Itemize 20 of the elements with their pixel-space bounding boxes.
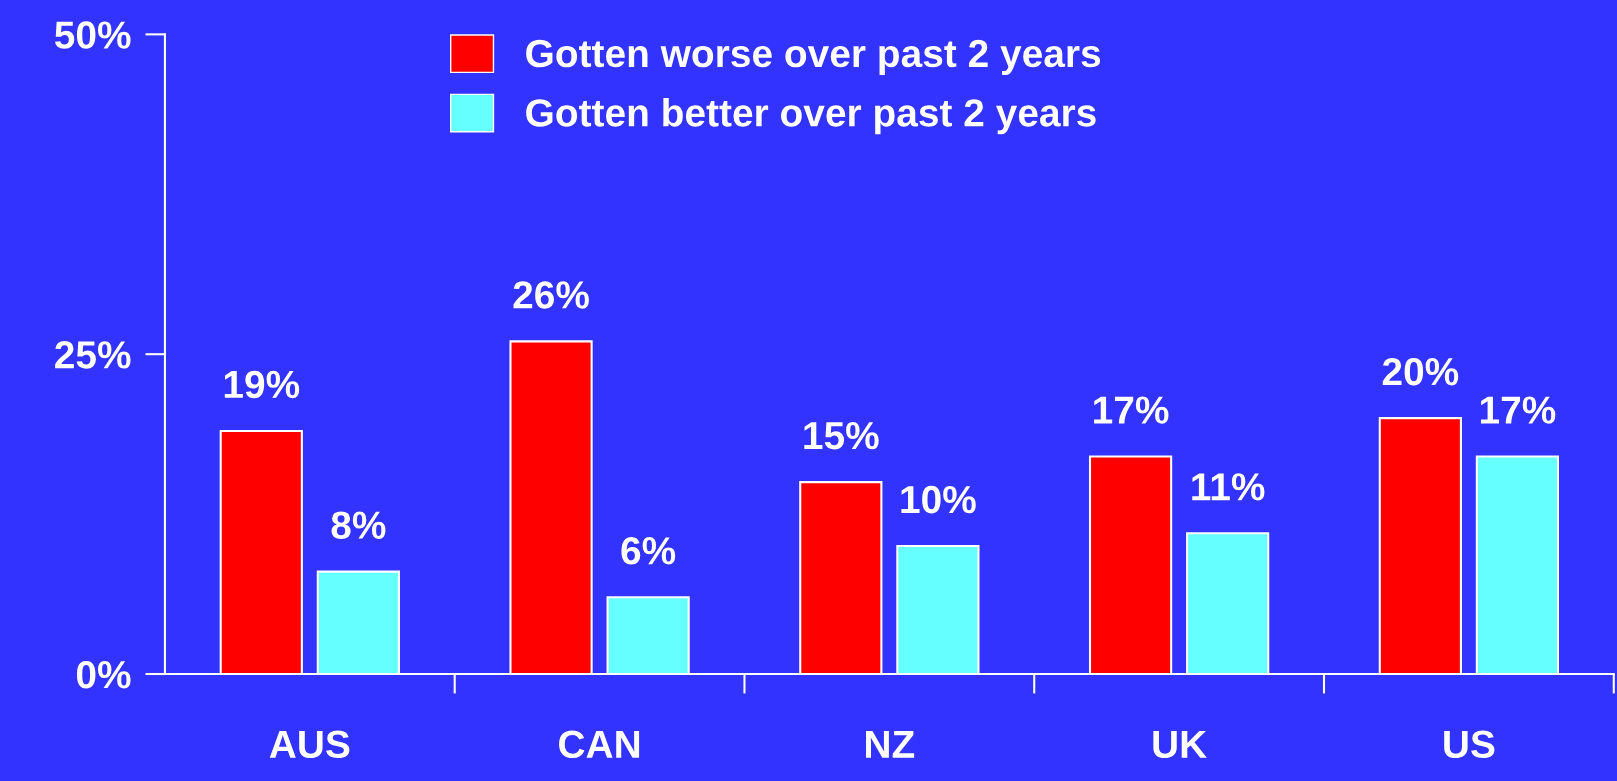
y-tick-label: 50% [54,21,131,49]
legend-label: Gotten better over past 2 years [526,98,1096,135]
text: 10% [901,485,976,514]
text: 20% [1382,357,1459,386]
y-tick-label: 0% [76,660,131,689]
x-tick-label: CAN [559,730,640,759]
y-tick-label: 25% [55,341,131,369]
text: 26% [513,281,589,309]
legend-label: Gotten worse over past 2 years [526,39,1101,75]
text: 6% [621,537,676,565]
x-tick-label: AUS [269,730,350,759]
text: 8% [331,511,386,539]
text: 17% [1480,396,1556,424]
text: 11% [1192,473,1265,501]
x-tick-label: US [1444,730,1495,759]
x-tick-label: NZ [866,730,915,758]
text: 15% [804,421,879,450]
text: 19% [224,370,300,399]
text: 17% [1094,396,1169,424]
x-tick-label: UK [1153,730,1207,759]
